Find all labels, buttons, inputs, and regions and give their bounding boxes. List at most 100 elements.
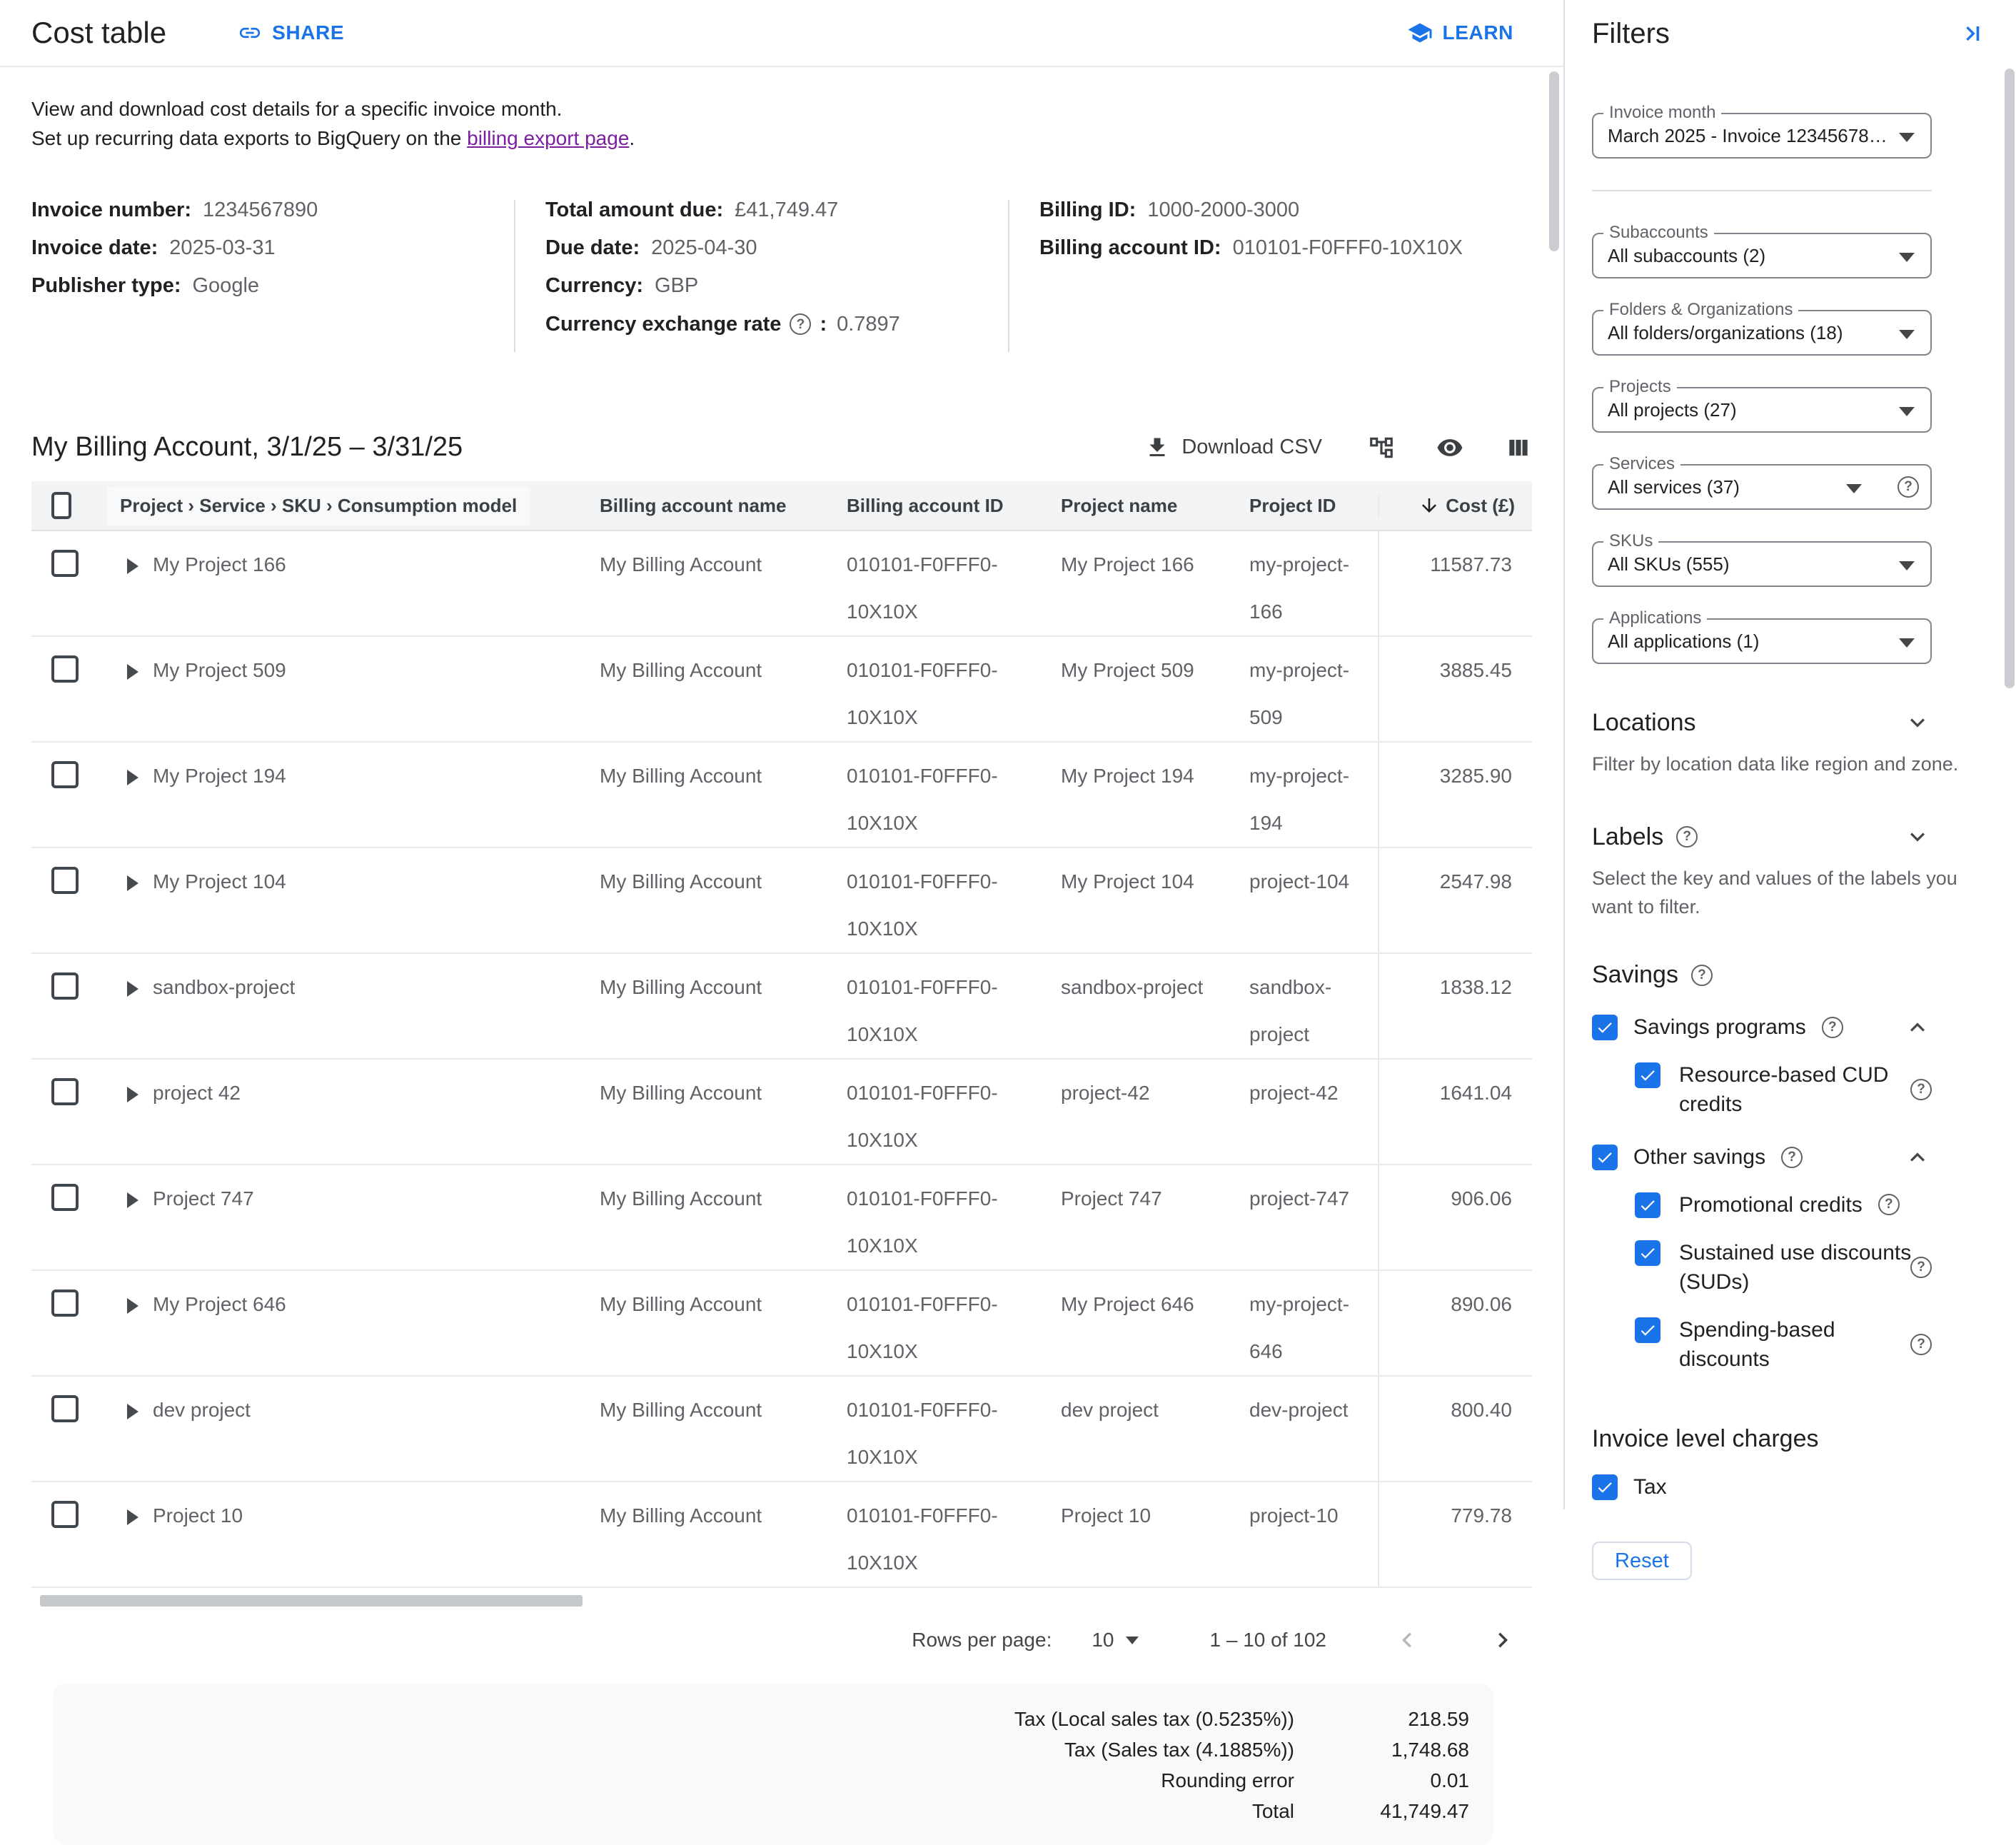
billing-account-period-title: My Billing Account, 3/1/25 – 3/31/25	[31, 432, 463, 462]
help-icon[interactable]: ?	[1690, 964, 1713, 986]
tax-checkbox[interactable]	[1592, 1474, 1618, 1500]
expand-arrow-icon[interactable]	[127, 875, 138, 891]
savings-programs-checkbox[interactable]	[1592, 1015, 1618, 1040]
help-icon[interactable]: ?	[1910, 1079, 1932, 1100]
horizontal-scrollbar[interactable]	[40, 1595, 583, 1607]
projects-select[interactable]: Projects All projects (27)	[1592, 377, 1932, 433]
other-savings-collapse-button[interactable]	[1903, 1143, 1932, 1172]
skus-select[interactable]: SKUs All SKUs (555)	[1592, 531, 1932, 587]
cell-billing-account-name: My Billing Account	[600, 870, 762, 893]
account-tree-icon[interactable]	[1368, 434, 1395, 461]
collapse-panel-button[interactable]	[1956, 19, 1985, 48]
share-button[interactable]: SHARE	[238, 21, 344, 45]
cell-billing-account-name: My Billing Account	[600, 1187, 762, 1210]
row-checkbox[interactable]	[51, 1290, 79, 1317]
expand-arrow-icon[interactable]	[127, 664, 138, 680]
savings-programs-collapse-button[interactable]	[1903, 1013, 1932, 1042]
select-all-checkbox[interactable]	[51, 492, 71, 519]
help-icon[interactable]: ?	[1910, 1257, 1932, 1278]
cell-billing-account-id: 010101-F0FFF0-10X10X	[847, 1293, 998, 1362]
cell-billing-account-id: 010101-F0FFF0-10X10X	[847, 1399, 998, 1468]
help-icon[interactable]: ?	[1821, 1017, 1843, 1038]
spending-based-label: Spending-based discounts	[1679, 1318, 1835, 1371]
row-checkbox[interactable]	[51, 867, 79, 894]
visibility-eye-icon[interactable]	[1436, 434, 1463, 461]
link-icon	[239, 27, 261, 39]
resource-cud-row: Resource-based CUD credits ?	[1592, 1060, 1932, 1119]
expand-arrow-icon[interactable]	[127, 770, 138, 785]
row-checkbox-cell	[31, 1271, 86, 1375]
project-label: Project 10	[153, 1504, 243, 1527]
column-header-cost[interactable]: Cost (£)	[1378, 494, 1529, 517]
learn-button[interactable]: LEARN	[1407, 20, 1513, 46]
suds-checkbox[interactable]	[1635, 1240, 1660, 1266]
rows-per-page-select[interactable]: 10	[1092, 1629, 1139, 1652]
expand-arrow-icon[interactable]	[127, 558, 138, 574]
savings-title: Savings	[1592, 961, 1678, 988]
expand-arrow-icon[interactable]	[127, 1192, 138, 1208]
help-icon[interactable]: ?	[1781, 1147, 1803, 1168]
help-icon[interactable]: ?	[1910, 1334, 1932, 1355]
spending-based-checkbox[interactable]	[1635, 1317, 1660, 1343]
billing-export-page-link[interactable]: billing export page	[467, 127, 630, 149]
invoice-summary-col1: Invoice number: 1234567890 Invoice date: 2…	[31, 200, 514, 352]
row-checkbox[interactable]	[51, 1078, 79, 1105]
help-icon[interactable]: ?	[1878, 1194, 1900, 1215]
locations-section-header[interactable]: Locations	[1592, 708, 1932, 737]
other-savings-checkbox[interactable]	[1592, 1145, 1618, 1170]
main-vertical-scrollbar[interactable]	[1549, 71, 1559, 251]
labels-section-header[interactable]: Labels ?	[1592, 823, 1932, 851]
expand-arrow-icon[interactable]	[127, 1087, 138, 1102]
row-checkbox[interactable]	[51, 1395, 79, 1422]
cell-project-name: My Project 166	[1061, 553, 1194, 575]
total-row-value: 1,748.68	[1391, 1739, 1469, 1761]
promotional-credits-checkbox[interactable]	[1635, 1192, 1660, 1218]
expand-arrow-icon[interactable]	[127, 1509, 138, 1525]
row-checkbox[interactable]	[51, 550, 79, 577]
help-icon[interactable]: ?	[1897, 476, 1919, 498]
reset-button[interactable]: Reset	[1592, 1542, 1692, 1580]
expand-arrow-icon[interactable]	[127, 1298, 138, 1314]
keyboard-tab-icon	[1966, 26, 1980, 41]
column-header-billing-account-id[interactable]: Billing account ID	[847, 494, 1004, 516]
dropdown-caret-icon	[1125, 1636, 1139, 1644]
billing-account-id-label: Billing account ID:	[1039, 236, 1221, 259]
filters-vertical-scrollbar[interactable]	[2005, 69, 2015, 688]
invoice-month-select[interactable]: Invoice month March 2025 - Invoice 12345…	[1592, 103, 1932, 159]
applications-select[interactable]: Applications All applications (1)	[1592, 608, 1932, 664]
fx-rate-label: Currency exchange rate	[545, 312, 782, 336]
chevron-left-icon	[1402, 1632, 1411, 1648]
row-checkbox[interactable]	[51, 972, 79, 1000]
row-checkbox-cell	[31, 1482, 86, 1587]
help-icon[interactable]: ?	[790, 313, 812, 335]
subaccounts-select[interactable]: Subaccounts All subaccounts (2)	[1592, 223, 1932, 278]
column-header-billing-account-name[interactable]: Billing account name	[600, 494, 787, 516]
column-header-project-name[interactable]: Project name	[1061, 494, 1178, 516]
folders-organizations-select[interactable]: Folders & Organizations All folders/orga…	[1592, 300, 1932, 356]
cell-project-tree: sandbox-project	[86, 954, 600, 1058]
row-checkbox-cell	[31, 848, 86, 952]
column-header-project-id[interactable]: Project ID	[1249, 494, 1336, 516]
columns-icon[interactable]	[1505, 434, 1532, 461]
table-row: sandbox-project My Billing Account 01010…	[31, 954, 1532, 1060]
row-checkbox[interactable]	[51, 655, 79, 683]
expand-arrow-icon[interactable]	[127, 1404, 138, 1419]
row-checkbox[interactable]	[51, 761, 79, 788]
next-page-button[interactable]	[1488, 1625, 1518, 1655]
skus-field-label: SKUs	[1603, 531, 1659, 551]
locations-expand-button[interactable]	[1903, 708, 1932, 737]
labels-expand-button[interactable]	[1903, 823, 1932, 851]
download-csv-button[interactable]: Download CSV	[1140, 434, 1326, 461]
row-checkbox[interactable]	[51, 1501, 79, 1528]
column-header-project[interactable]: Project › Service › SKU › Consumption mo…	[86, 486, 600, 526]
resource-cud-checkbox[interactable]	[1635, 1062, 1660, 1088]
services-select[interactable]: Services All services (37) ?	[1592, 454, 1932, 510]
row-checkbox[interactable]	[51, 1184, 79, 1211]
dropdown-caret-icon	[1846, 484, 1862, 493]
expand-arrow-icon[interactable]	[127, 981, 138, 997]
total-due-value: £41,749.47	[735, 198, 839, 221]
help-icon[interactable]: ?	[1676, 826, 1698, 848]
table-header-row: Project › Service › SKU › Consumption mo…	[31, 481, 1532, 531]
cell-project-id: dev-project	[1249, 1399, 1349, 1421]
previous-page-button[interactable]	[1392, 1625, 1422, 1655]
